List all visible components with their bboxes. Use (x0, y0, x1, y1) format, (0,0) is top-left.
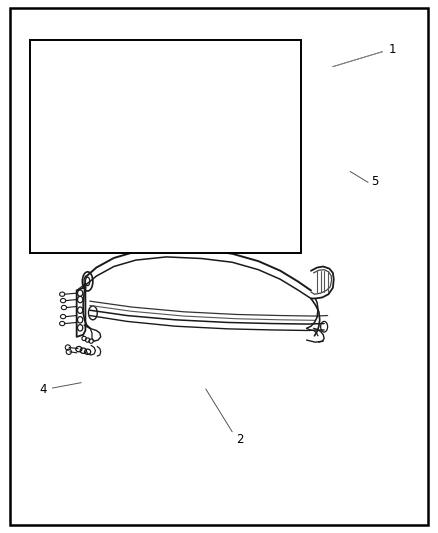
Text: 5: 5 (371, 175, 378, 188)
Text: 4: 4 (39, 383, 47, 395)
Text: 2: 2 (236, 433, 244, 446)
Bar (30, 40, 301, 253)
Text: 6: 6 (39, 58, 47, 70)
Text: 1: 1 (388, 43, 396, 55)
Text: 3: 3 (154, 126, 161, 139)
